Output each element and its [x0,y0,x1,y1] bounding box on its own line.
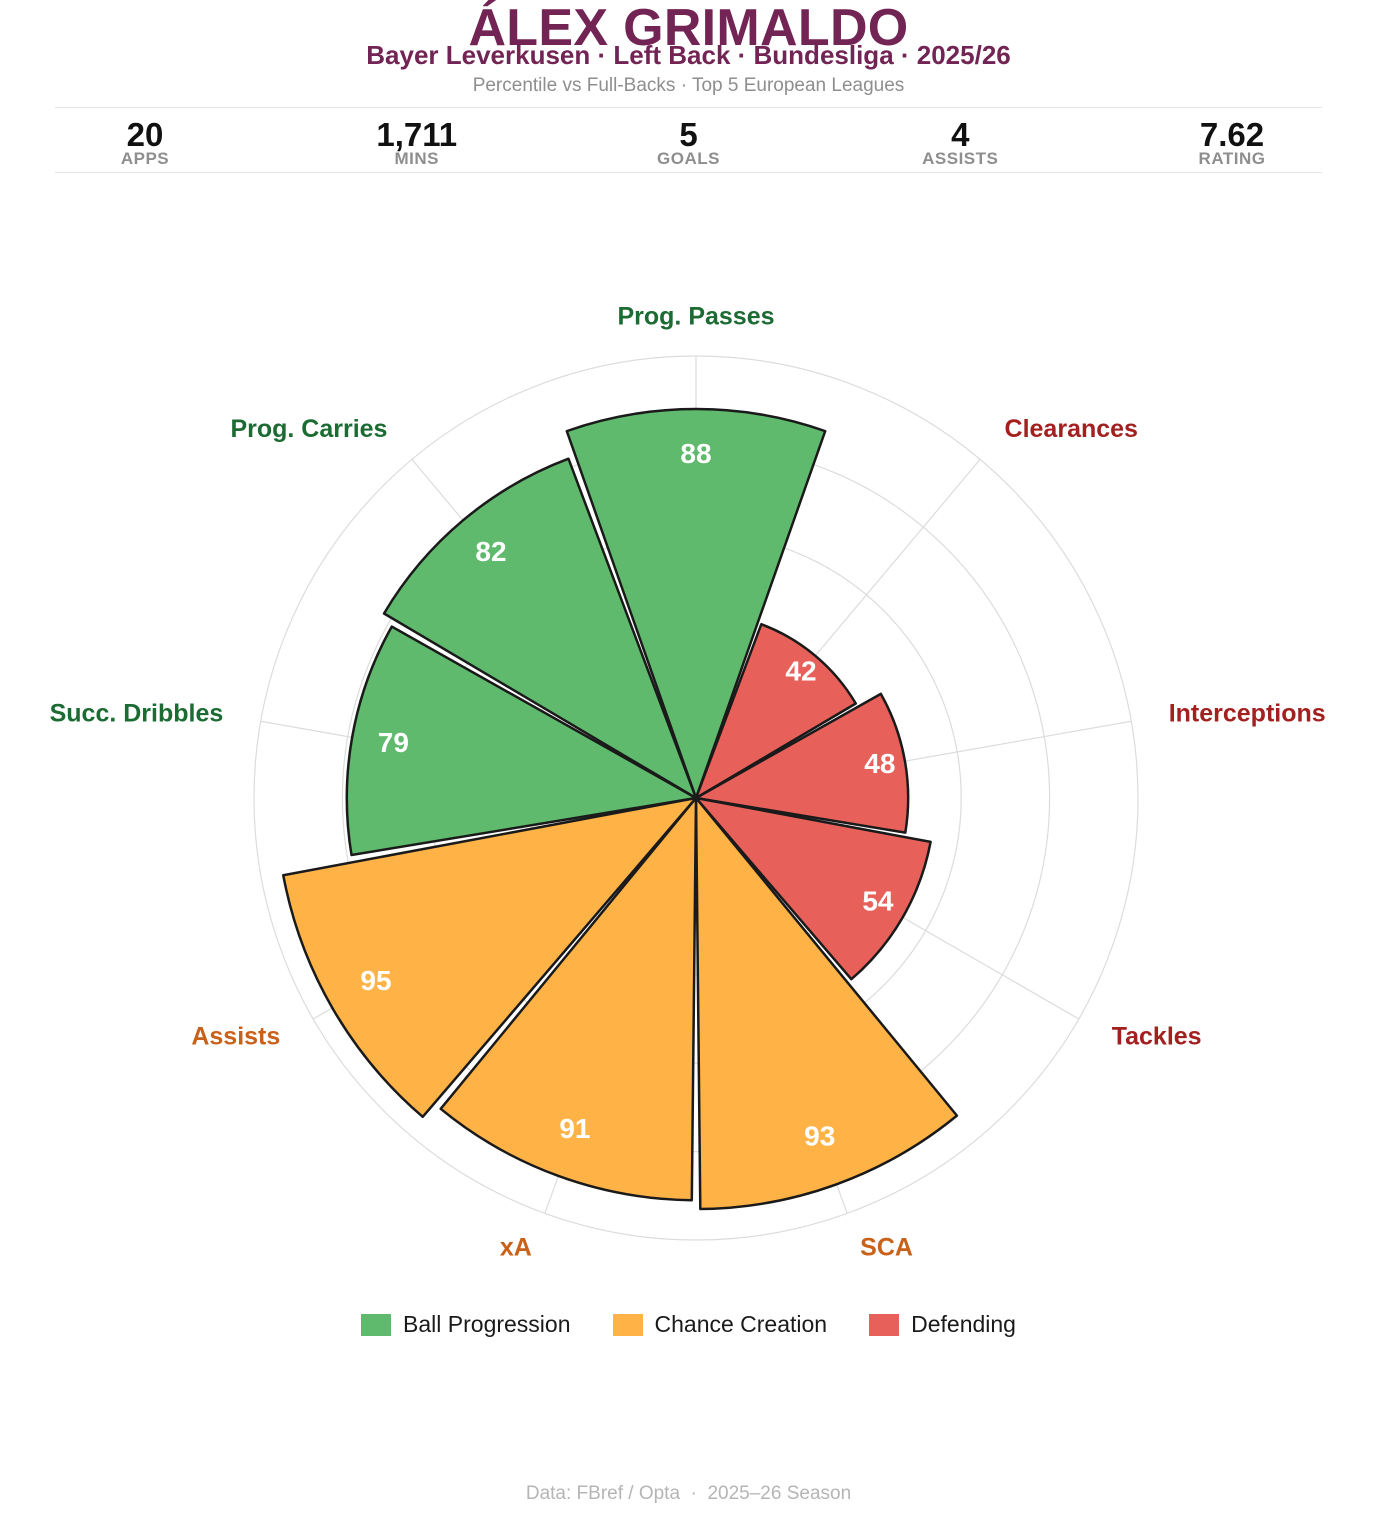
svg-text:Prog. Passes: Prog. Passes [617,303,774,331]
svg-text:54: 54 [862,885,894,916]
svg-text:Clearances: Clearances [1005,415,1138,443]
svg-text:SCA: SCA [860,1234,913,1262]
svg-text:91: 91 [559,1113,590,1144]
svg-text:82: 82 [475,536,506,567]
svg-text:42: 42 [785,655,816,686]
svg-text:48: 48 [864,748,895,779]
svg-text:95: 95 [360,965,391,996]
svg-text:Interceptions: Interceptions [1169,699,1326,727]
svg-text:79: 79 [378,727,409,758]
svg-text:Succ. Dribbles: Succ. Dribbles [50,699,224,727]
svg-text:93: 93 [804,1120,835,1151]
svg-text:xA: xA [500,1234,532,1262]
svg-text:Prog. Carries: Prog. Carries [230,415,387,443]
svg-text:Assists: Assists [191,1023,280,1051]
svg-text:Tackles: Tackles [1112,1023,1202,1051]
svg-text:88: 88 [680,438,711,469]
